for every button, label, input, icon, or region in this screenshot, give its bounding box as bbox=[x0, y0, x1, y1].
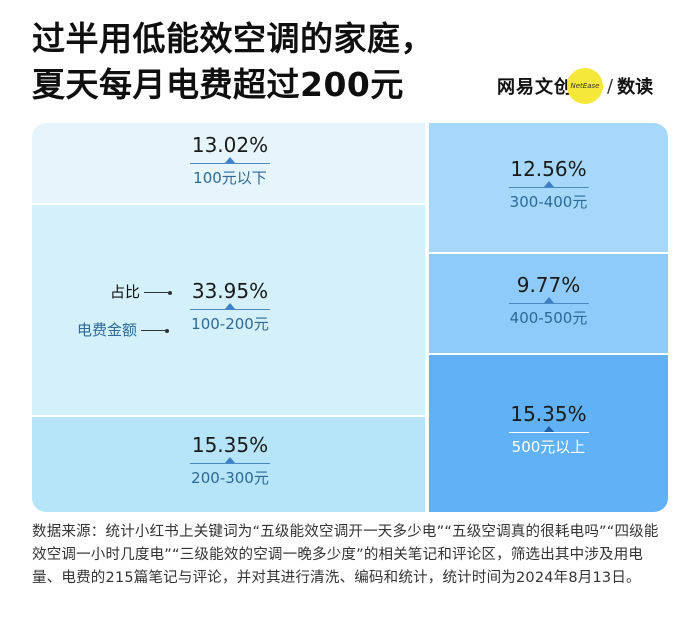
amount-range-label: 100元以下 bbox=[193, 168, 267, 187]
brand-name: 网易文创 bbox=[497, 77, 573, 98]
treemap-label-4: 12.56% 300-400元 bbox=[479, 157, 619, 212]
amount-range-label: 100-200元 bbox=[191, 315, 269, 333]
treemap-cell-3 bbox=[32, 417, 425, 512]
share-value-label: 13.02% bbox=[191, 132, 269, 157]
brand-sub: 数读 bbox=[617, 77, 654, 98]
amount-range-label: 500元以上 bbox=[511, 438, 586, 456]
legend-share: 占比 bbox=[110, 281, 173, 302]
chart-title: 过半用低能效空调的家庭， 夏天每月电费超过200元 bbox=[32, 16, 434, 108]
share-value-label: 15.35% bbox=[510, 402, 587, 426]
treemap-label-3: 15.35% 200-300元 bbox=[160, 433, 300, 488]
share-value-label: 9.77% bbox=[516, 272, 581, 297]
pointer-marker bbox=[508, 426, 589, 434]
share-value-label: 15.35% bbox=[191, 433, 269, 457]
pointer-marker bbox=[190, 457, 270, 465]
treemap-cell-2 bbox=[32, 205, 425, 415]
brand-logo: 网易文创 NetEase / 数读 bbox=[497, 66, 653, 106]
treemap-chart: 占比 电费金额 13.02% 100元以下 33.95% 100-200元 15.35%… bbox=[32, 123, 668, 512]
share-value-label: 33.95% bbox=[191, 279, 269, 303]
legend-share-label: 占比 bbox=[110, 283, 141, 301]
amount-range-label: 200-300元 bbox=[191, 469, 269, 487]
pointer-marker bbox=[508, 181, 589, 189]
share-value-label: 12.56% bbox=[510, 157, 587, 181]
amount-range-label: 400-500元 bbox=[509, 308, 588, 327]
treemap-label-1: 13.02% 100元以下 bbox=[160, 133, 300, 188]
treemap-cell-5 bbox=[429, 254, 668, 353]
pointer-marker bbox=[508, 296, 589, 305]
treemap-label-6: 15.35% 500元以上 bbox=[479, 402, 619, 457]
treemap-cell-6 bbox=[429, 355, 668, 512]
source-note: 数据来源：统计小红书上关键词为“五级能效空调开一天多少电”“五级空调真的很耗电吗… bbox=[32, 524, 659, 586]
title-line-2: 夏天每月电费超过200元 bbox=[32, 65, 404, 104]
amount-range-label: 300-400元 bbox=[509, 193, 588, 211]
pointer-marker bbox=[190, 156, 270, 165]
treemap-label-5: 9.77% 400-500元 bbox=[479, 273, 619, 328]
treemap-label-2: 33.95% 100-200元 bbox=[160, 279, 300, 334]
legend-amount-label: 电费金额 bbox=[77, 321, 138, 339]
treemap-svg bbox=[32, 123, 668, 512]
title-line-1: 过半用低能效空调的家庭， bbox=[32, 19, 434, 58]
brand-slash: / bbox=[607, 75, 614, 97]
legend-amount: 电费金额 bbox=[77, 319, 170, 340]
pointer-marker bbox=[190, 303, 270, 311]
brand-badge: NetEase bbox=[567, 68, 603, 104]
